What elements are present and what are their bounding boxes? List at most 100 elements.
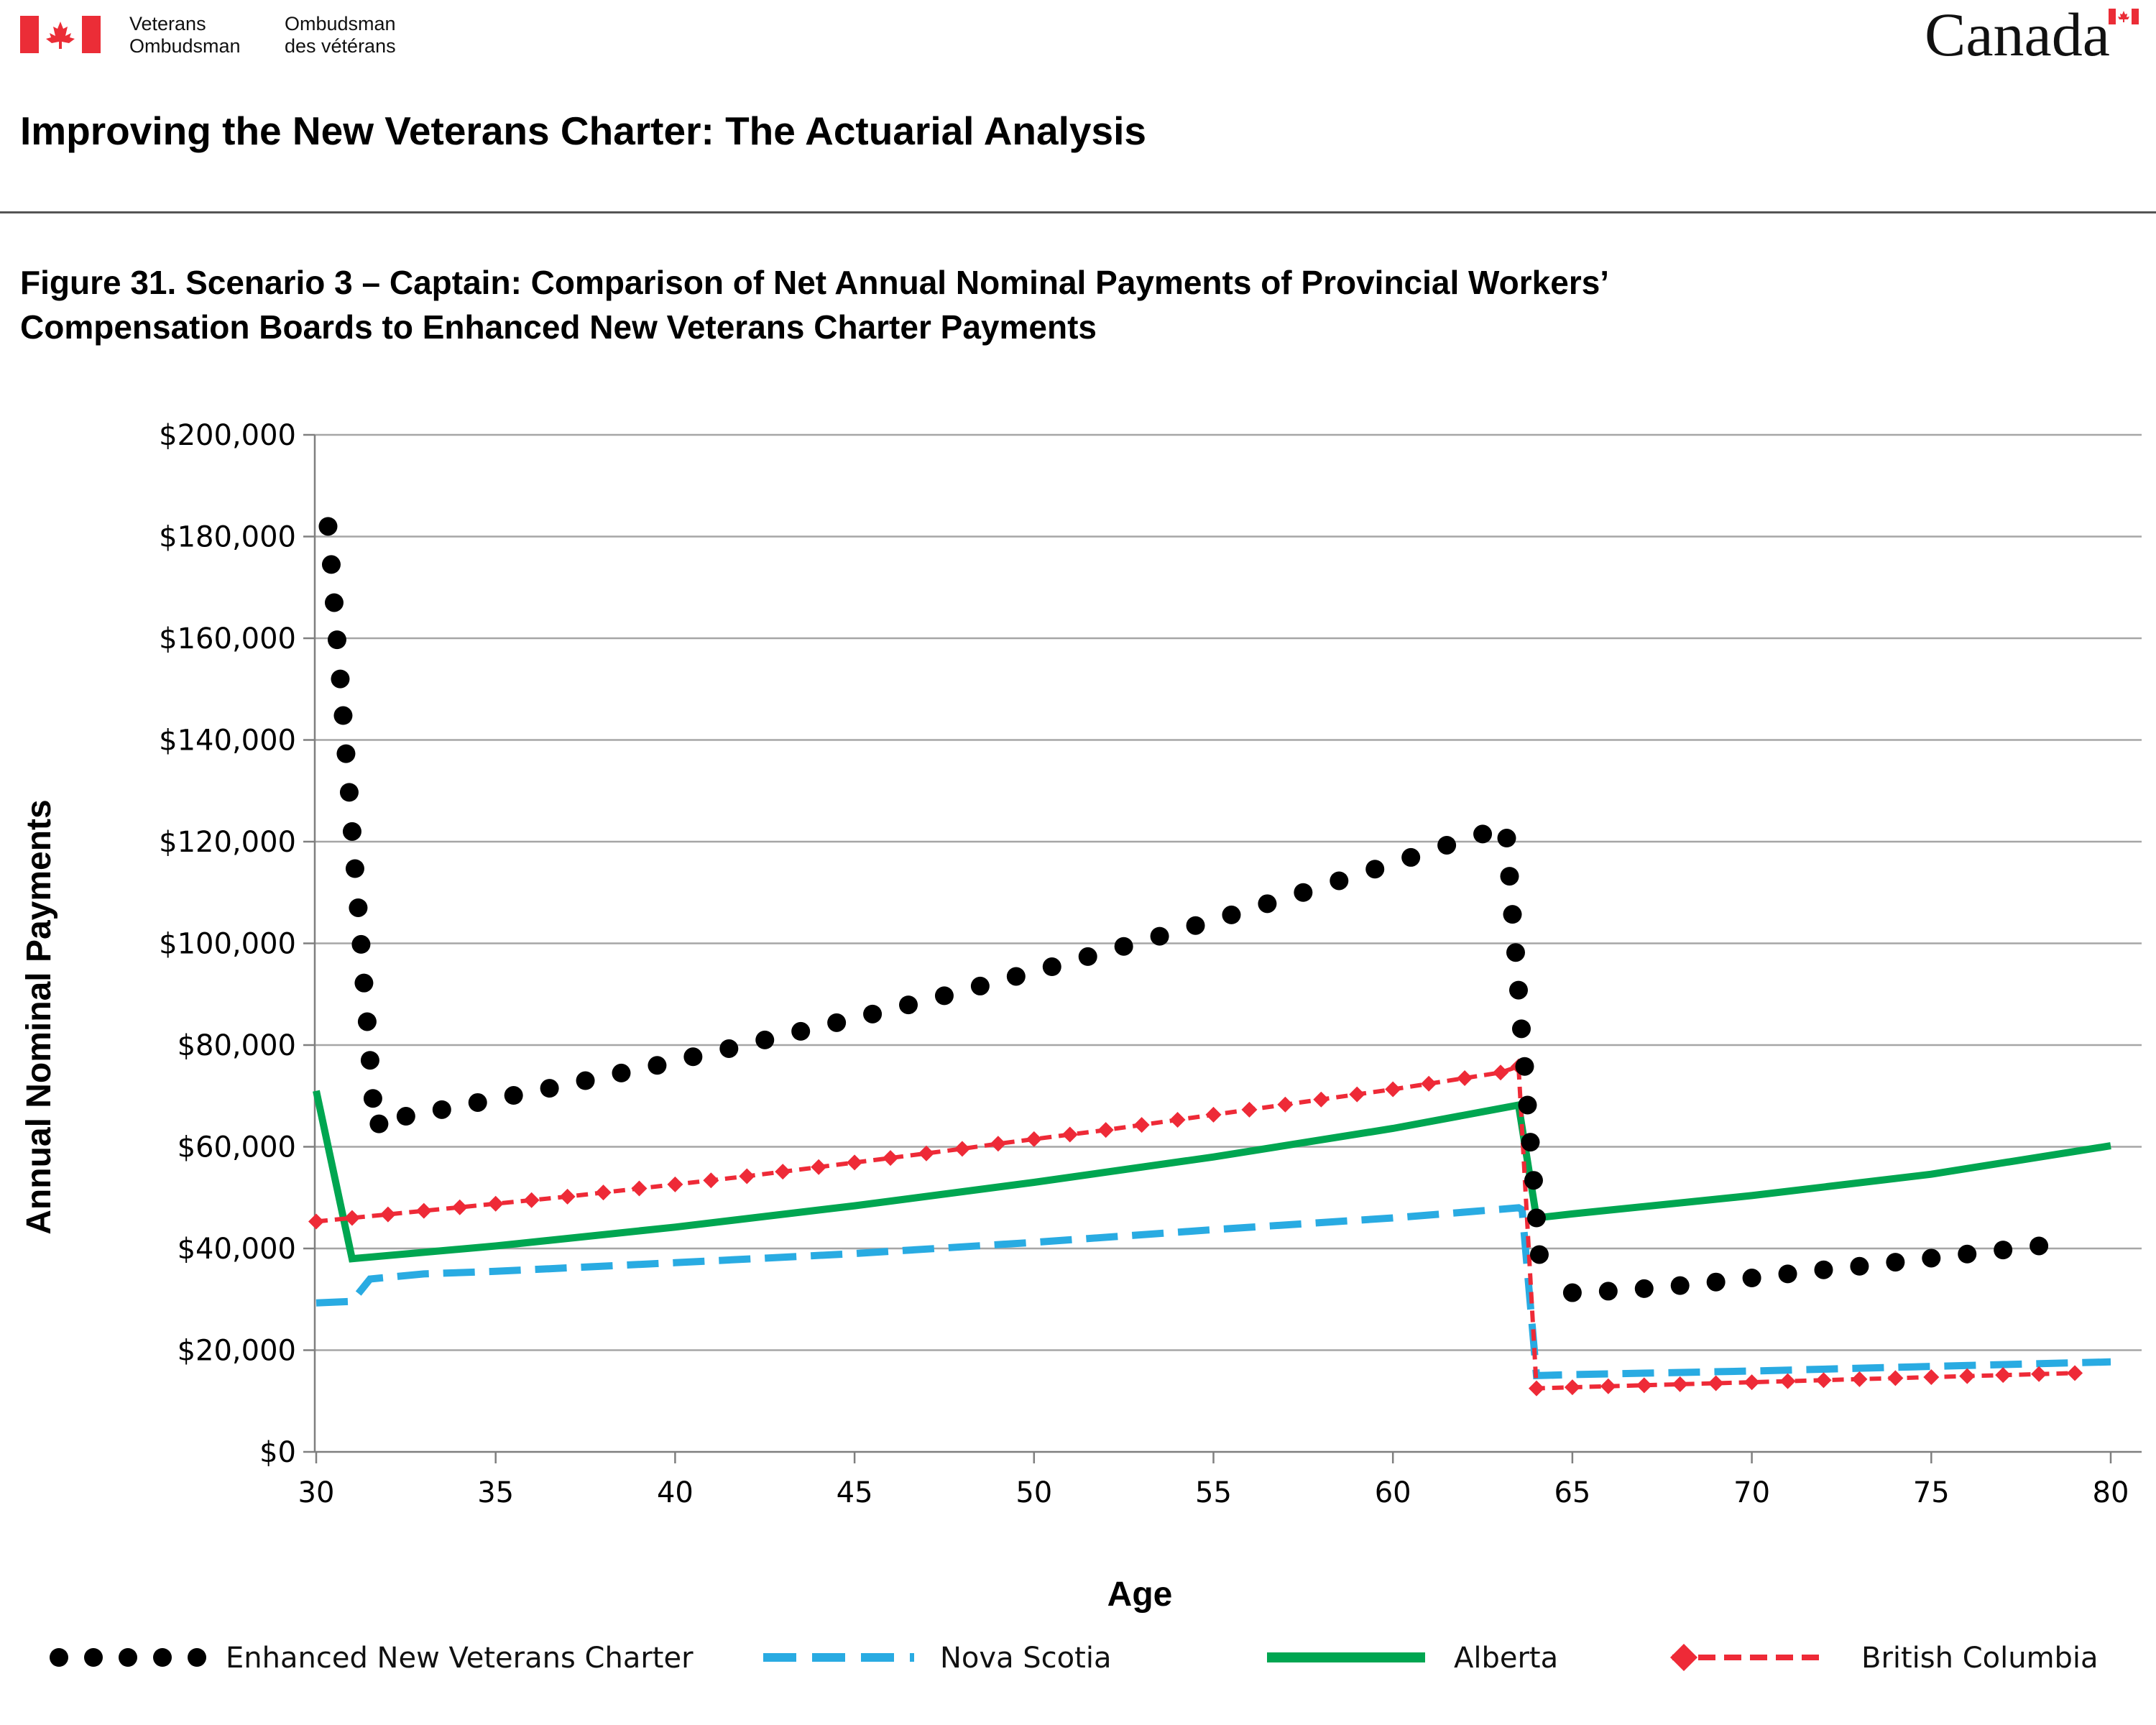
header-divider	[0, 211, 2156, 213]
data-point	[1150, 926, 1169, 946]
data-point	[396, 1107, 415, 1126]
data-point	[1886, 1253, 1905, 1272]
x-axis-title: Age	[1107, 1576, 1173, 1614]
data-point	[339, 783, 359, 802]
x-tick-label: 75	[1913, 1476, 1950, 1509]
data-point	[1078, 947, 1097, 966]
series-line	[313, 1090, 2111, 1263]
data-point	[1515, 1057, 1534, 1076]
data-point	[918, 1145, 934, 1162]
legend-label: Alberta	[1454, 1642, 1558, 1675]
y-tick-label: $140,000	[159, 724, 296, 758]
data-point	[523, 1192, 540, 1208]
data-point	[1349, 1086, 1365, 1103]
legend-swatch	[188, 1648, 206, 1667]
data-point	[451, 1199, 468, 1215]
data-point	[1133, 1117, 1150, 1133]
data-point	[1743, 1374, 1760, 1391]
data-point	[1169, 1112, 1186, 1128]
series-group	[308, 517, 2111, 1397]
data-point	[1672, 1376, 1688, 1392]
data-point	[1518, 1095, 1537, 1115]
data-point	[1511, 1019, 1531, 1039]
data-point	[1526, 1208, 1546, 1228]
figure-title: Figure 31. Scenario 3 – Captain: Compari…	[20, 260, 1609, 349]
document-title: Improving the New Veterans Charter: The …	[20, 109, 1146, 153]
data-point	[1958, 1244, 1977, 1264]
data-point	[1061, 1126, 1078, 1143]
data-point	[1506, 943, 1525, 962]
data-point	[379, 1206, 396, 1223]
data-point	[739, 1168, 755, 1184]
data-point	[331, 669, 350, 689]
y-axis-title: Annual Nominal Payments	[20, 799, 58, 1234]
data-point	[1365, 860, 1385, 879]
data-point	[354, 973, 374, 993]
data-point	[595, 1184, 612, 1201]
data-point	[1500, 867, 1519, 886]
y-tick-label: $160,000	[159, 622, 296, 656]
data-point	[1529, 1245, 1549, 1264]
data-point	[1385, 1081, 1401, 1098]
data-point	[667, 1176, 683, 1192]
data-point	[1850, 1256, 1869, 1276]
data-point	[1524, 1171, 1543, 1190]
data-point	[360, 1051, 379, 1070]
data-point	[342, 822, 361, 841]
y-tick-label: $60,000	[178, 1131, 296, 1164]
legend-item-nova-scotia: Nova Scotia	[763, 1642, 1111, 1675]
data-point	[2030, 1236, 2049, 1256]
figure-title-line-2: Compensation Boards to Enhanced New Vete…	[20, 308, 1097, 346]
x-tick-label: 40	[657, 1476, 694, 1509]
data-point	[970, 976, 990, 995]
page-header: Veterans Ombudsman Ombudsman des vétéran…	[0, 0, 2156, 216]
data-point	[1634, 1279, 1654, 1298]
data-point	[324, 593, 344, 612]
data-point	[954, 1141, 970, 1157]
y-tick-label: $20,000	[178, 1335, 296, 1368]
series-line	[315, 1204, 2111, 1380]
y-tick-label: $120,000	[159, 826, 296, 859]
data-point	[1437, 835, 1457, 855]
data-point	[1313, 1091, 1330, 1108]
legend-label: Nova Scotia	[940, 1642, 1111, 1675]
data-point	[2067, 1365, 2083, 1381]
legend-label: Enhanced New Veterans Charter	[226, 1642, 694, 1675]
x-tick-label: 65	[1554, 1476, 1590, 1509]
x-tick-label: 80	[2093, 1476, 2129, 1509]
data-point	[1670, 1276, 1690, 1295]
y-tick-label: $80,000	[178, 1029, 296, 1062]
data-point	[308, 1213, 324, 1230]
data-point	[1026, 1131, 1042, 1147]
series-british-columbia	[308, 1058, 2083, 1397]
data-point	[1473, 824, 1493, 844]
data-point	[504, 1086, 523, 1105]
data-point	[847, 1154, 863, 1171]
axes: $0 $20,000 $40,000 $60,000 $80,000 $100,000 $1…	[159, 419, 2142, 1509]
legend-swatch	[84, 1648, 103, 1667]
legend-swatch	[119, 1648, 137, 1667]
data-point	[1564, 1379, 1580, 1396]
data-point	[683, 1047, 703, 1067]
data-point	[1815, 1372, 1832, 1389]
canada-flag-icon	[20, 16, 101, 53]
x-tick-label: 60	[1375, 1476, 1411, 1509]
data-point	[1330, 871, 1349, 891]
y-tick-label: $180,000	[159, 521, 296, 554]
x-tick-label: 45	[837, 1476, 873, 1509]
legend-marker	[1670, 1644, 1697, 1671]
data-point	[1277, 1096, 1294, 1113]
data-point	[1186, 916, 1205, 935]
data-point	[559, 1188, 576, 1205]
data-point	[357, 1012, 377, 1031]
data-point	[1042, 957, 1061, 977]
data-point	[934, 986, 954, 1006]
data-point	[540, 1079, 559, 1098]
data-point	[1814, 1260, 1833, 1279]
legend-item-british-columbia: British Columbia	[1670, 1642, 2099, 1675]
figure-title-line-1: Figure 31. Scenario 3 – Captain: Compari…	[20, 264, 1610, 301]
legend-swatch	[50, 1648, 68, 1667]
data-point	[1887, 1370, 1904, 1386]
x-tick-label: 55	[1195, 1476, 1232, 1509]
series-enhanced-new-veterans-charter	[318, 517, 2049, 1302]
